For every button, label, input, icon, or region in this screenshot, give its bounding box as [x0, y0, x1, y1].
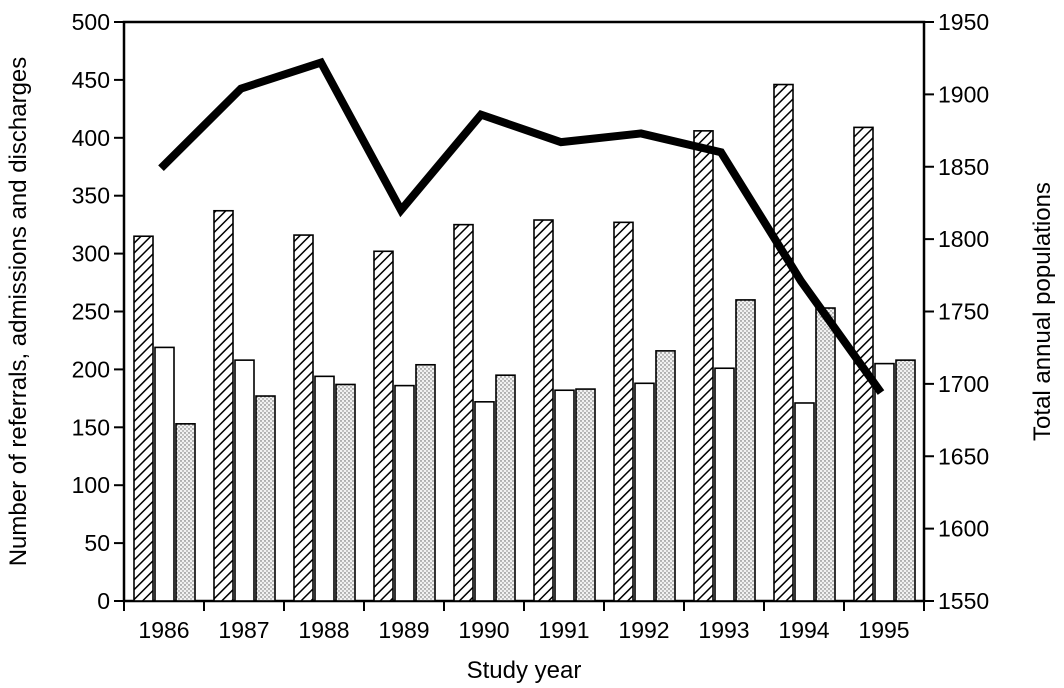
bar-diagonal-hatch-1988 — [293, 234, 314, 602]
bar-white-1989 — [394, 384, 415, 602]
right-tick-label-1700: 1700 — [938, 371, 989, 397]
left-tick-label-50: 50 — [84, 530, 110, 556]
right-tick-label-1550: 1550 — [938, 588, 989, 614]
x-tick-label-1986: 1986 — [138, 617, 189, 643]
bar-diagonal-hatch-1994 — [773, 83, 794, 602]
x-tick-label-1994: 1994 — [778, 617, 829, 643]
bar-white-1986 — [154, 346, 175, 602]
right-axis: 1550 1600 1650 1700 1750 1800 1850 1900 1950 — [924, 9, 989, 614]
bar-stipple-1986 — [175, 423, 196, 602]
x-axis: 1986 1987 1988 1989 1990 1991 1992 1993 1994 1995 — [123, 601, 925, 643]
x-axis-title: Study year — [467, 657, 582, 684]
bar-stipple-1991 — [575, 388, 596, 602]
bar-white-1987 — [234, 359, 255, 602]
right-tick-label-1800: 1800 — [938, 226, 989, 252]
left-axis: 0 50 100 150 200 250 300 350 400 450 500 — [72, 9, 124, 614]
bar-stipple-1988 — [335, 383, 356, 602]
left-tick-label-300: 300 — [72, 241, 110, 267]
left-tick-label-200: 200 — [72, 356, 110, 382]
x-tick-label-1988: 1988 — [298, 617, 349, 643]
bar-diagonal-hatch-1986 — [133, 235, 154, 602]
right-tick-label-1650: 1650 — [938, 443, 989, 469]
bar-stipple-1987 — [255, 395, 276, 602]
bar-diagonal-hatch-1993 — [693, 130, 714, 602]
bar-diagonal-hatch-1987 — [213, 209, 234, 602]
x-tick-label-1993: 1993 — [698, 617, 749, 643]
left-tick-label-500: 500 — [72, 9, 110, 35]
bar-white-1990 — [474, 401, 495, 602]
bar-white-1988 — [314, 375, 335, 602]
bar-white-1994 — [794, 402, 815, 602]
bar-white-1993 — [714, 367, 735, 602]
right-tick-label-1750: 1750 — [938, 299, 989, 325]
bar-stipple-1995 — [895, 359, 916, 602]
x-tick-label-1991: 1991 — [538, 617, 589, 643]
bar-diagonal-hatch-1991 — [533, 219, 554, 602]
population-trend-line — [158, 57, 885, 395]
bar-diagonal-hatch-1990 — [453, 223, 474, 602]
bar-white-1991 — [554, 389, 575, 602]
x-tick-label-1987: 1987 — [218, 617, 269, 643]
left-tick-label-150: 150 — [72, 414, 110, 440]
bar-stipple-1994 — [815, 307, 836, 602]
right-tick-label-1900: 1900 — [938, 81, 989, 107]
left-tick-label-100: 100 — [72, 472, 110, 498]
left-tick-label-450: 450 — [72, 67, 110, 93]
left-tick-label-250: 250 — [72, 299, 110, 325]
bar-stipple-1989 — [415, 363, 436, 602]
x-tick-label-1989: 1989 — [378, 617, 429, 643]
bar-stipple-1992 — [655, 350, 676, 602]
right-axis-title: Total annual populations — [1029, 182, 1056, 441]
right-tick-label-1600: 1600 — [938, 516, 989, 542]
left-axis-title: Number of referrals, admissions and disc… — [5, 57, 32, 567]
bar-stipple-1993 — [735, 299, 756, 602]
bar-white-1995 — [874, 362, 895, 602]
x-tick-label-1995: 1995 — [858, 617, 909, 643]
bar-stipple-1990 — [495, 374, 516, 602]
trend-line-group — [158, 57, 885, 395]
x-tick-label-1990: 1990 — [458, 617, 509, 643]
right-tick-label-1850: 1850 — [938, 154, 989, 180]
x-tick-label-1992: 1992 — [618, 617, 669, 643]
bar-diagonal-hatch-1989 — [373, 250, 394, 602]
left-tick-label-0: 0 — [97, 588, 110, 614]
left-tick-label-400: 400 — [72, 125, 110, 151]
bar-diagonal-hatch-1992 — [613, 221, 634, 602]
bars-group — [133, 83, 916, 602]
bar-white-1992 — [634, 382, 655, 602]
right-tick-label-1950: 1950 — [938, 9, 989, 35]
left-tick-label-350: 350 — [72, 183, 110, 209]
